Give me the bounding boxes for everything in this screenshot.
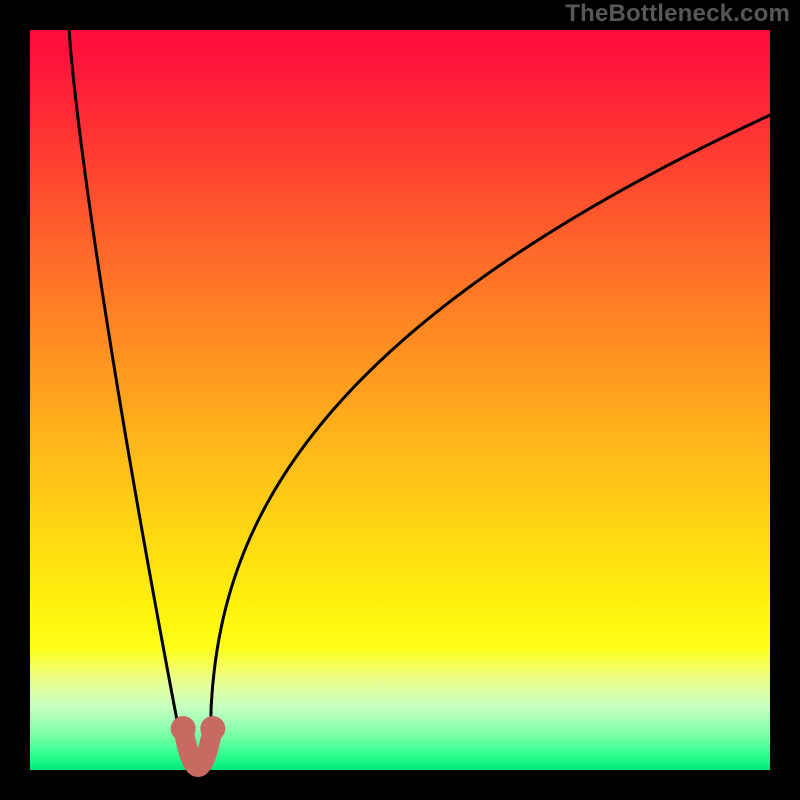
bottleneck-chart — [0, 0, 800, 800]
marker-left — [171, 716, 196, 741]
chart-stage: TheBottleneck.com — [0, 0, 800, 800]
plot-background — [30, 30, 770, 770]
marker-right — [200, 716, 225, 741]
